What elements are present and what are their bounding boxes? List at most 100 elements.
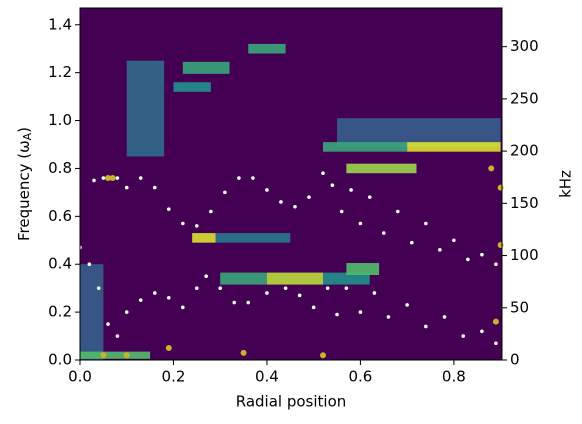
point	[424, 221, 428, 226]
point	[466, 257, 470, 262]
y2-tick-label: 300	[510, 37, 539, 55]
heat-band	[215, 233, 291, 243]
point	[204, 274, 208, 278]
point	[494, 341, 498, 346]
heat-band	[80, 264, 104, 360]
point	[452, 238, 456, 243]
y2-tick-label: 200	[510, 142, 539, 160]
point	[367, 195, 372, 199]
point	[358, 310, 363, 314]
point	[381, 231, 386, 235]
heat-band	[80, 351, 151, 359]
point	[115, 334, 120, 338]
y-label-sub: A	[21, 132, 34, 140]
heat-band	[346, 163, 417, 174]
point	[311, 305, 316, 310]
x-tick-label: 0.0	[68, 368, 92, 386]
heat-band	[346, 263, 380, 275]
x-axis-label: Radial position	[236, 393, 347, 411]
point	[195, 286, 199, 290]
y-tick-label: 0.6	[48, 207, 72, 225]
y2-axis-label: kHz	[557, 170, 575, 198]
point	[181, 221, 185, 226]
point	[105, 175, 112, 182]
point	[124, 185, 129, 190]
point	[237, 176, 241, 180]
point	[438, 248, 442, 252]
point	[115, 176, 120, 180]
point	[424, 324, 428, 329]
point	[461, 334, 466, 338]
x-tick-label: 0.8	[442, 368, 466, 386]
heat-band	[126, 60, 165, 157]
point	[497, 184, 504, 191]
point	[325, 286, 330, 290]
point	[321, 171, 325, 176]
y2-tick-label: 150	[510, 194, 539, 212]
point	[265, 188, 269, 192]
point	[87, 262, 92, 267]
x-tick-label: 0.4	[255, 368, 279, 386]
point	[232, 300, 237, 305]
heat-band	[182, 61, 230, 74]
point	[395, 209, 400, 214]
point	[166, 207, 171, 211]
point	[480, 252, 484, 257]
point	[109, 175, 116, 182]
point	[372, 291, 377, 295]
point	[405, 303, 409, 307]
point	[279, 200, 283, 204]
y2-tick-label: 250	[510, 89, 539, 107]
y-tick-label: 0.4	[48, 255, 72, 273]
point	[293, 204, 297, 209]
point	[92, 178, 96, 183]
point	[386, 315, 391, 319]
point	[218, 286, 222, 290]
point	[166, 295, 171, 300]
point	[124, 310, 129, 314]
point	[339, 209, 344, 214]
y-axis-label: Frequency (ωA)	[15, 127, 35, 241]
point	[330, 183, 335, 187]
point	[165, 345, 172, 352]
y-tick-label: 1.4	[48, 15, 72, 33]
point	[251, 176, 255, 180]
point	[442, 315, 447, 319]
heat-band	[323, 142, 408, 152]
y2-tick-label: 100	[510, 246, 539, 264]
point	[152, 291, 157, 295]
point	[246, 300, 251, 305]
heat-band	[192, 233, 216, 243]
point	[100, 352, 107, 359]
point	[349, 188, 353, 192]
point	[344, 286, 349, 290]
point	[209, 209, 213, 214]
x-tick-label: 0.2	[162, 368, 186, 386]
y-label-main: Frequency (ω	[15, 140, 33, 241]
heat-band	[173, 82, 211, 92]
y2-tick-label: 0	[510, 351, 520, 369]
point	[488, 165, 495, 172]
y-label-end: )	[15, 127, 33, 133]
point	[358, 221, 363, 226]
point	[494, 262, 498, 267]
point	[240, 349, 247, 356]
point	[106, 322, 110, 326]
point	[492, 318, 499, 325]
heat-band	[266, 272, 324, 285]
point	[283, 286, 288, 290]
point	[265, 291, 269, 295]
heat-band	[220, 272, 267, 285]
heat-band	[323, 272, 370, 285]
plot-frame	[79, 7, 503, 361]
point	[223, 190, 227, 195]
y-tick-label: 0.8	[48, 159, 72, 177]
y-tick-label: 1.2	[48, 63, 72, 81]
point	[307, 195, 311, 199]
point	[320, 352, 327, 359]
point	[152, 185, 157, 190]
point	[138, 298, 143, 302]
point	[195, 224, 199, 228]
point	[123, 352, 130, 359]
